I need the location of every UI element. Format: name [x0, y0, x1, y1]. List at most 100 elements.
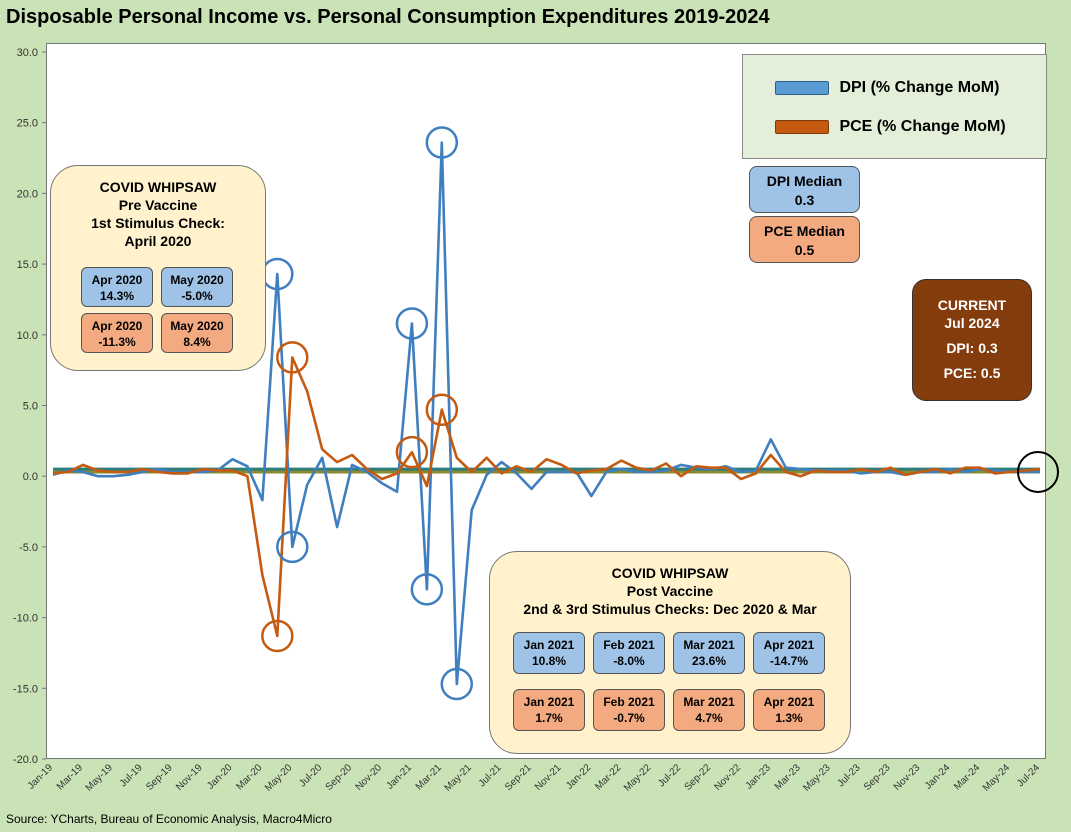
highlight-markers — [261, 126, 1059, 701]
legend-swatch-dpi — [775, 80, 829, 95]
chip-date: Jan 2021 — [523, 695, 575, 709]
y-tick-label: -5.0 — [19, 542, 38, 554]
pce-median-value: 0.5 — [794, 242, 815, 258]
legend-label-dpi: DPI (% Change MoM) — [839, 79, 1000, 96]
callout-post-line: Post Vaccine — [626, 583, 714, 599]
chip-value: 23.6% — [691, 654, 727, 668]
x-tick-label: Jul-23 — [836, 762, 863, 789]
chip-pce-may-2020: May 2020 8.4% — [161, 313, 233, 353]
x-tick-label: Nov-22 — [712, 762, 743, 793]
x-tick-label: May-24 — [981, 762, 1013, 794]
x-tick-label: Mar-21 — [414, 762, 444, 792]
x-tick-label: Jul-19 — [118, 762, 145, 789]
y-tick-label: 15.0 — [17, 259, 38, 271]
dpi-median-value: 0.3 — [794, 192, 815, 208]
legend-item-dpi: DPI (% Change MoM) — [775, 79, 999, 97]
chip-pce-jan-2021: Jan 2021 1.7% — [513, 689, 585, 731]
x-tick-label: Mar-19 — [55, 762, 85, 792]
chip-value: 10.8% — [531, 654, 567, 668]
legend: DPI (% Change MoM) PCE (% Change MoM) — [742, 54, 1047, 159]
series-lines — [52, 141, 1041, 686]
chip-value: -11.3% — [98, 335, 136, 349]
chip-date: May 2020 — [170, 273, 224, 287]
chip-pce-mar-2021: Mar 2021 4.7% — [673, 689, 745, 731]
source-note: Source: YCharts, Bureau of Economic Anal… — [6, 812, 332, 826]
x-tick-label: Jan-21 — [385, 762, 415, 792]
x-tick-label: Sep-23 — [862, 762, 893, 793]
x-tick-label: Sep-20 — [324, 762, 355, 793]
chip-date: Apr 2020 — [91, 273, 143, 287]
x-tick-label: Nov-20 — [354, 762, 385, 793]
callout-pre-line: April 2020 — [124, 233, 192, 249]
x-tick-label: Jan-20 — [205, 762, 235, 792]
x-tick-label: Jul-24 — [1015, 762, 1042, 789]
highlight-marker — [395, 307, 429, 340]
chip-dpi-feb-2021: Feb 2021 -8.0% — [593, 632, 665, 674]
x-tick-label: Jan-22 — [564, 762, 594, 792]
y-tick-label: -10.0 — [13, 613, 38, 625]
x-tick-label: Jan-23 — [744, 762, 774, 792]
chip-dpi-apr-2021: Apr 2021 -14.7% — [753, 632, 825, 674]
chip-pce-apr-2020: Apr 2020 -11.3% — [81, 313, 153, 353]
current-period: Jul 2024 — [944, 315, 1000, 331]
highlight-marker — [410, 573, 444, 606]
callout-post-vaccine: COVID WHIPSAW Post Vaccine 2nd & 3rd Sti… — [489, 551, 851, 754]
highlight-marker — [395, 435, 429, 469]
x-tick-label: Mar-20 — [234, 762, 264, 792]
callout-post-line: 2nd & 3rd Stimulus Checks: Dec 2020 & Ma… — [523, 601, 817, 617]
chip-date: Mar 2021 — [683, 638, 735, 652]
chip-date: Jan 2021 — [523, 638, 575, 652]
y-tick-label: 20.0 — [17, 188, 38, 200]
callout-pre-line: 1st Stimulus Check: — [91, 215, 225, 231]
x-tick-label: Sep-22 — [683, 762, 714, 793]
chip-value: -5.0% — [181, 289, 213, 303]
y-tick-label: -15.0 — [13, 683, 38, 695]
callout-post-line: COVID WHIPSAW — [611, 565, 729, 581]
x-tick-label: May-21 — [442, 762, 474, 794]
dpi-median-box: DPI Median 0.3 — [749, 166, 860, 213]
callout-pre-vaccine: COVID WHIPSAW Pre Vaccine 1st Stimulus C… — [50, 165, 266, 371]
chip-date: Feb 2021 — [603, 638, 655, 652]
y-tick-label: 0.0 — [23, 471, 38, 483]
current-pce: PCE: 0.5 — [943, 365, 1001, 381]
chip-dpi-apr-2020: Apr 2020 14.3% — [81, 267, 153, 307]
current-dpi: DPI: 0.3 — [946, 340, 998, 356]
chip-date: May 2020 — [170, 319, 224, 333]
highlight-marker — [440, 667, 474, 701]
dpi-median-label: DPI Median — [766, 173, 843, 189]
x-tick-label: Jul-22 — [656, 762, 683, 789]
chip-value: -8.0% — [613, 654, 645, 668]
chip-value: 4.7% — [695, 711, 723, 725]
chip-pce-feb-2021: Feb 2021 -0.7% — [593, 689, 665, 731]
x-tick-label: Mar-24 — [952, 762, 982, 792]
current-box: CURRENT Jul 2024 DPI: 0.3 PCE: 0.5 — [912, 279, 1032, 401]
highlight-marker — [261, 619, 294, 653]
chip-value: 8.4% — [183, 335, 211, 349]
x-tick-label: Jan-24 — [923, 762, 953, 792]
x-tick-label: Nov-21 — [533, 762, 564, 793]
chip-pce-apr-2021: Apr 2021 1.3% — [753, 689, 825, 731]
y-tick-label: -20.0 — [13, 754, 38, 766]
chip-dpi-jan-2021: Jan 2021 10.8% — [513, 632, 585, 674]
x-tick-label: Mar-22 — [593, 762, 623, 792]
current-title: CURRENT — [937, 297, 1007, 313]
pce-median-label: PCE Median — [764, 223, 845, 239]
x-tick-label: May-23 — [801, 762, 833, 794]
y-tick-label: 10.0 — [17, 330, 38, 342]
x-tick-label: Sep-19 — [144, 762, 175, 793]
legend-swatch-pce — [775, 119, 829, 134]
highlight-marker — [276, 341, 309, 374]
legend-item-pce: PCE (% Change MoM) — [775, 118, 1006, 136]
y-tick-label: 25.0 — [17, 118, 38, 130]
x-tick-label: Jul-21 — [477, 762, 504, 789]
x-tick-label: Nov-23 — [892, 762, 923, 793]
chip-value: 1.7% — [535, 711, 563, 725]
y-tick-label: 5.0 — [23, 401, 38, 413]
pce-series-line — [52, 356, 1041, 638]
chip-date: Apr 2020 — [91, 319, 143, 333]
legend-label-pce: PCE (% Change MoM) — [839, 118, 1006, 135]
chip-value: -14.7% — [769, 654, 809, 668]
x-tick-label: Mar-23 — [773, 762, 803, 792]
chip-dpi-may-2020: May 2020 -5.0% — [161, 267, 233, 307]
